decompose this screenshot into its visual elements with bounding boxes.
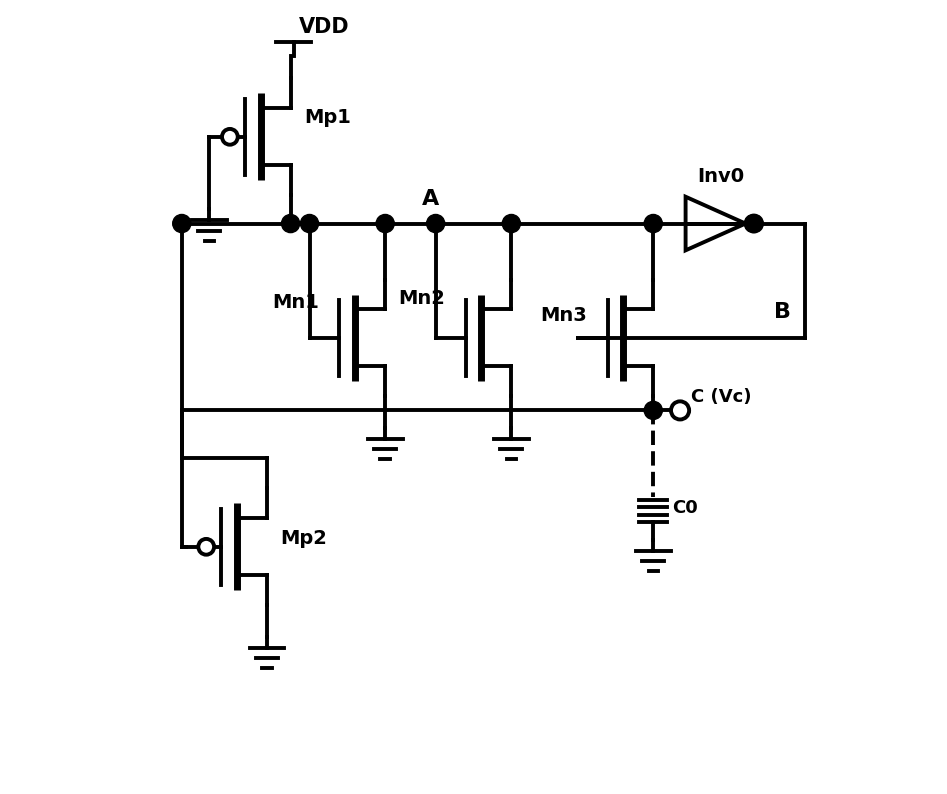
Text: Mp2: Mp2 [280, 530, 328, 549]
Text: B: B [774, 302, 791, 322]
Text: Mn2: Mn2 [399, 289, 445, 308]
Text: C (Vc): C (Vc) [691, 387, 752, 406]
Text: Inv0: Inv0 [698, 167, 744, 186]
Text: Mn3: Mn3 [541, 306, 587, 326]
Circle shape [746, 216, 762, 231]
Text: VDD: VDD [299, 17, 349, 37]
Circle shape [502, 214, 521, 233]
Text: Mn1: Mn1 [273, 293, 319, 312]
Text: Mp1: Mp1 [304, 108, 350, 126]
Circle shape [222, 129, 238, 145]
Circle shape [671, 401, 689, 419]
Circle shape [172, 214, 191, 233]
Circle shape [644, 214, 662, 233]
Circle shape [744, 214, 762, 233]
Circle shape [281, 214, 299, 233]
Circle shape [426, 214, 445, 233]
Circle shape [300, 214, 318, 233]
Circle shape [376, 214, 394, 233]
Text: A: A [421, 189, 438, 210]
Circle shape [198, 539, 214, 555]
Circle shape [644, 401, 662, 419]
Text: C0: C0 [672, 499, 698, 517]
